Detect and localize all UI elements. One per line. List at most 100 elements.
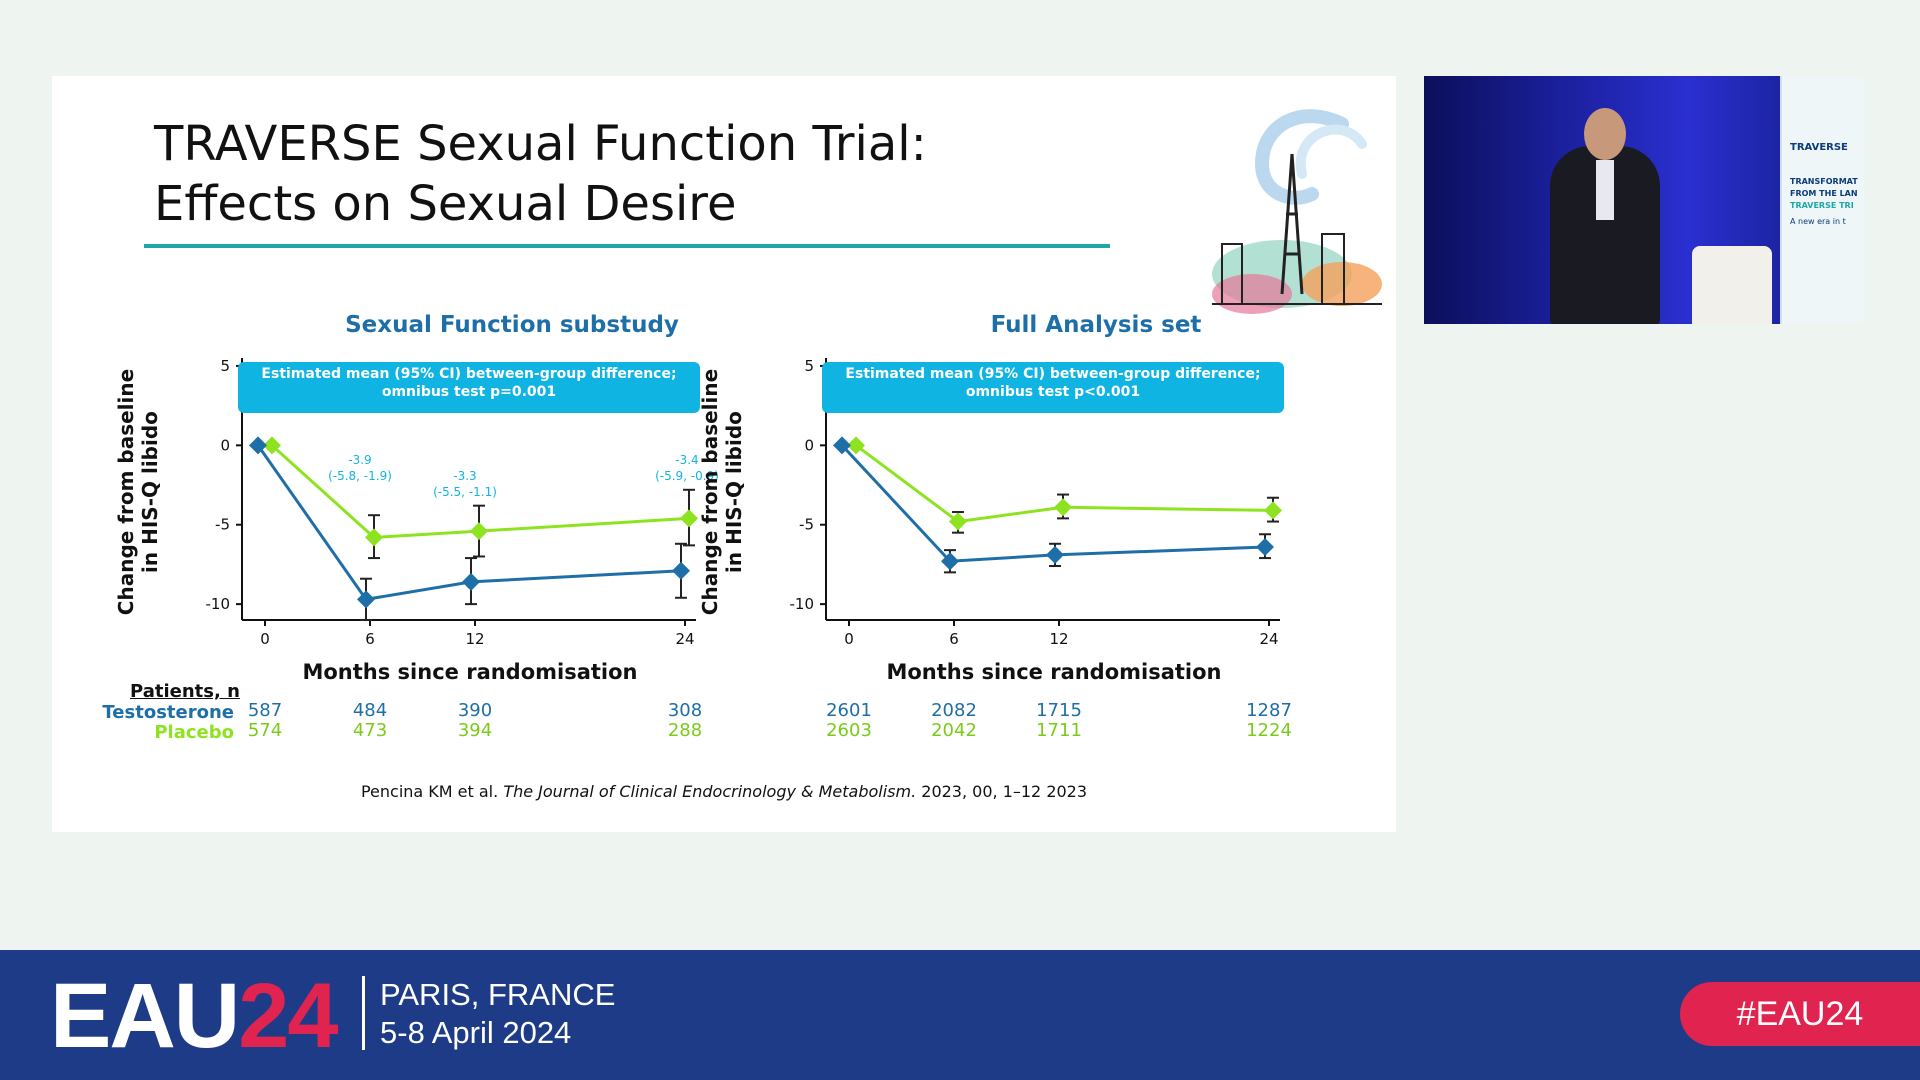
testosterone-point [833, 436, 851, 455]
patient-count-testosterone: 308 [667, 700, 703, 721]
x-tick-label: 0 [844, 630, 854, 648]
y-tick-label: -10 [790, 595, 815, 613]
slide-title-line1: TRAVERSE Sexual Function Trial: [154, 116, 927, 172]
annotation-ci: (-5.5, -1.1) [433, 485, 497, 499]
dates-text: 5-8 April 2024 [380, 1015, 572, 1050]
placebo-point [263, 436, 281, 455]
stand-line2: FROM THE LAN [1790, 189, 1858, 198]
patient-count-placebo: 1711 [1036, 720, 1082, 741]
line-charts: 5 0 -5 -10 0 6 12 24 -3.9 (-5.8, -1.9) -3.3 (-5.5, … [206, 357, 1282, 648]
annotation-ci: (-5.9, -0.9) [655, 469, 719, 483]
chart-2-banner-line2: omnibus test p<0.001 [965, 384, 1141, 400]
patient-count-placebo: 473 [352, 720, 388, 741]
speaker-video-feed: TRAVERSE TRANSFORMAT FROM THE LAN TRAVER… [1424, 76, 1864, 324]
annotation-value: -3.9 [348, 453, 371, 467]
citation-authors: Pencina KM et al. [360, 782, 499, 801]
chart-2-banner-line1: Estimated mean (95% CI) between-group di… [845, 366, 1261, 382]
testosterone-point [357, 590, 375, 609]
chart-1-y-axis-title: Change from baseline in HIS-Q libido [114, 352, 162, 632]
x-tick-label: 0 [260, 630, 270, 648]
stand-line4: A new era in t [1790, 217, 1846, 226]
patients-header: Patients, n [130, 681, 240, 702]
patient-count-placebo: 288 [667, 720, 703, 741]
podium [1692, 246, 1772, 324]
paris-eiffel-tower-logo [1212, 109, 1382, 314]
slide-title: TRAVERSE Sexual Function Trial: Effects … [154, 114, 927, 234]
logo-year: 24 [238, 965, 338, 1067]
patient-count-testosterone: 2601 [826, 700, 872, 721]
x-tick-label: 12 [465, 630, 484, 648]
placebo-point [1054, 498, 1072, 517]
citation: Pencina KM et al. The Journal of Clinica… [52, 782, 1396, 801]
stand-line1: TRANSFORMAT [1790, 177, 1858, 186]
logo-eau: EAU [50, 965, 240, 1067]
patient-count-testosterone: 1287 [1246, 700, 1292, 721]
citation-details: 2023, 00, 1–12 2023 [921, 782, 1088, 801]
conference-footer: EAU24 PARIS, FRANCE 5-8 April 2024 #EAU2… [0, 950, 1920, 1080]
stand-line3: TRAVERSE TRI [1790, 201, 1854, 210]
annotation-ci: (-5.8, -1.9) [328, 469, 392, 483]
testosterone-point [462, 572, 480, 591]
patient-count-placebo: 574 [247, 720, 283, 741]
eau24-logo: EAU24 [50, 965, 339, 1067]
placebo-point [365, 528, 383, 547]
location-text: PARIS, FRANCE [380, 977, 616, 1012]
chart-1-title: Sexual Function substudy [345, 312, 679, 338]
x-tick-label: 24 [675, 630, 694, 648]
placebo-point [949, 512, 967, 531]
patient-count-testosterone: 390 [457, 700, 493, 721]
testosterone-label: Testosterone [102, 702, 234, 723]
testosterone-point [1256, 537, 1274, 556]
testosterone-point [1046, 545, 1064, 564]
testosterone-point [249, 436, 267, 455]
x-tick-label: 12 [1049, 630, 1068, 648]
presentation-slide: TRAVERSE Sexual Function Trial: Effects … [52, 76, 1396, 832]
placebo-label: Placebo [154, 722, 234, 743]
banner-stand: TRAVERSE TRANSFORMAT FROM THE LAN TRAVER… [1780, 76, 1864, 324]
chart-1-ylabel-line1: Change from baseline [114, 368, 138, 616]
patient-count-placebo: 2603 [826, 720, 872, 741]
placebo-point [847, 436, 865, 455]
x-tick-label: 6 [365, 630, 375, 648]
speaker-shirt [1596, 160, 1614, 220]
chart-2-title: Full Analysis set [990, 312, 1202, 338]
y-tick-label: 0 [220, 436, 230, 454]
patient-count-testosterone: 2082 [931, 700, 977, 721]
placebo-point [1264, 501, 1282, 520]
chart-2-banner: Estimated mean (95% CI) between-group di… [822, 362, 1284, 413]
chart-2-ylabel-line1: Change from baseline [698, 368, 722, 616]
citation-journal: The Journal of Clinical Endocrinology & … [503, 782, 917, 801]
x-tick-label: 6 [949, 630, 959, 648]
x-tick-label: 24 [1259, 630, 1278, 648]
testosterone-line [840, 444, 1266, 563]
placebo-point [470, 522, 488, 541]
patient-count-placebo: 2042 [931, 720, 977, 741]
y-tick-label: 5 [804, 357, 814, 375]
chart-1-x-axis-title: Months since randomisation [302, 660, 638, 684]
y-tick-label: -5 [215, 516, 230, 534]
annotation-value: -3.4 [675, 453, 698, 467]
placebo-point [680, 509, 698, 528]
stand-brand: TRAVERSE [1790, 142, 1848, 153]
footer-location: PARIS, FRANCE 5-8 April 2024 [380, 976, 615, 1052]
testosterone-point [672, 561, 690, 580]
speaker-head [1584, 108, 1626, 160]
patient-count-placebo: 1224 [1246, 720, 1292, 741]
patient-count-placebo: 394 [457, 720, 493, 741]
patient-count-testosterone: 1715 [1036, 700, 1082, 721]
chart-2-ylabel-line2: in HIS-Q libido [722, 411, 746, 573]
y-tick-label: -5 [799, 516, 814, 534]
testosterone-line [256, 444, 682, 601]
patient-count-testosterone: 587 [247, 700, 283, 721]
y-tick-label: 5 [220, 357, 230, 375]
y-tick-label: 0 [804, 436, 814, 454]
chart-1-banner-line1: Estimated mean (95% CI) between-group di… [261, 366, 677, 382]
chart-2-x-axis-title: Months since randomisation [886, 660, 1222, 684]
patient-count-testosterone: 484 [352, 700, 388, 721]
placebo-line [855, 444, 1274, 524]
slide-title-line2: Effects on Sexual Desire [154, 176, 737, 232]
y-tick-label: -10 [206, 595, 231, 613]
chart-2-y-axis-title: Change from baseline in HIS-Q libido [698, 352, 746, 632]
annotation-value: -3.3 [453, 469, 476, 483]
hashtag-badge: #EAU24 [1680, 982, 1920, 1046]
